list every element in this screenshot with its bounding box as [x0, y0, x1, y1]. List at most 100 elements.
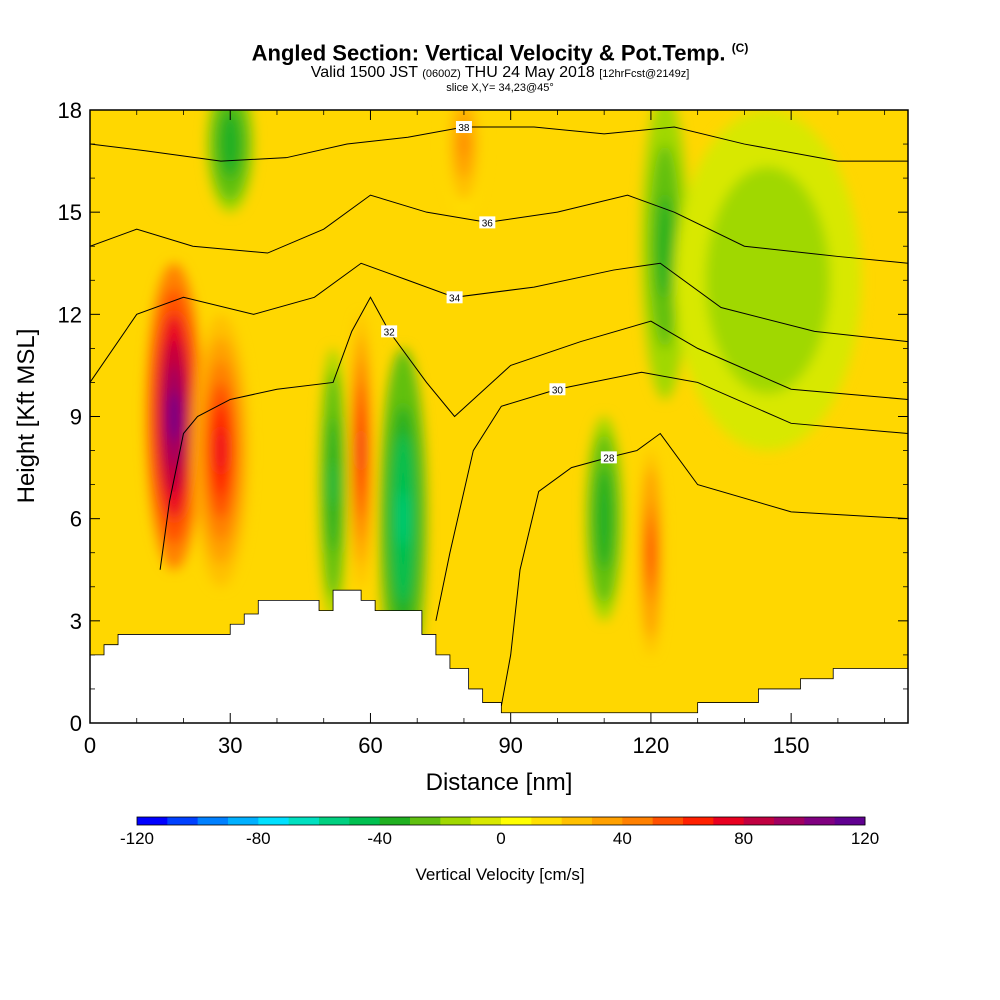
colorbar-swatch — [137, 817, 168, 825]
isentrope-label-box — [549, 383, 566, 396]
velocity-band — [399, 490, 408, 548]
velocity-cell — [206, 110, 254, 213]
colorbar-swatch — [410, 817, 441, 825]
chart-header: Angled Section: Vertical Velocity & Pot.… — [0, 36, 1000, 95]
velocity-band — [601, 501, 608, 536]
velocity-cell — [585, 416, 623, 621]
colorbar-frame — [136, 816, 866, 826]
colorbar-swatch — [834, 817, 866, 825]
velocity-cell — [674, 110, 862, 451]
velocity-cell — [641, 110, 689, 400]
colorbar-tick-label: 80 — [734, 829, 753, 848]
isentrope-label: 28 — [600, 451, 617, 464]
colorbar-swatch — [622, 817, 654, 825]
colorbar-swatch — [258, 817, 290, 825]
vertical-velocity-field — [146, 110, 862, 689]
y-tick-label: 6 — [70, 507, 82, 532]
colorbar-tick-label: -120 — [120, 829, 154, 848]
velocity-band — [359, 427, 364, 474]
colorbar-tick-label: -80 — [246, 829, 271, 848]
y-tick-label: 12 — [58, 302, 82, 327]
isentrope-label-box — [600, 451, 617, 464]
isentrope-36 — [90, 194, 908, 264]
colorbar-swatch — [592, 817, 623, 825]
isentrope-contours: 28 30 32 34 36 38 — [90, 121, 908, 707]
x-tick-label: 0 — [84, 733, 96, 758]
colorbar-tick-label: 40 — [613, 829, 632, 848]
velocity-cell — [445, 110, 483, 213]
isentrope-label-text: 32 — [384, 327, 396, 338]
y-tick-label: 0 — [70, 711, 82, 736]
velocity-cell — [192, 314, 249, 587]
velocity-band — [216, 427, 226, 474]
colorbar-swatch — [319, 817, 350, 825]
y-tick-label: 9 — [70, 405, 82, 430]
title-text: Angled Section: Vertical Velocity & Pot.… — [251, 40, 726, 66]
y-axis-title: Height [Kft MSL] — [13, 329, 40, 504]
colorbar-tick-label: -40 — [367, 829, 392, 848]
colorbar-swatch — [561, 817, 593, 825]
colorbar-swatch — [652, 817, 684, 825]
isentrope-label-box — [446, 291, 463, 304]
x-tick-label: 90 — [498, 733, 522, 758]
colorbar-swatch — [804, 817, 836, 825]
colorbar-swatch — [288, 817, 320, 825]
forecast-label: [12hrFcst@2149z] — [599, 68, 690, 81]
colorbar-tick-label: 0 — [496, 829, 505, 848]
valid-prefix: Valid 1500 JST — [310, 64, 418, 82]
velocity-band — [226, 132, 235, 156]
colorbar-swatch — [531, 817, 563, 825]
isentrope-label-box — [455, 121, 472, 134]
velocity-cell — [639, 450, 663, 655]
isentrope-label: 34 — [446, 291, 463, 304]
colorbar-swatch — [167, 817, 199, 825]
velocity-band — [460, 132, 468, 156]
velocity-cell — [379, 348, 427, 689]
colorbar-swatch — [379, 817, 411, 825]
x-tick-label: 120 — [633, 733, 670, 758]
velocity-cell — [319, 348, 348, 621]
colorbar-swatch — [349, 817, 381, 825]
colorbar-swatch — [713, 817, 745, 825]
isentrope-label-text: 38 — [458, 123, 470, 134]
isentrope-label: 30 — [549, 383, 566, 396]
slice-label: slice X,Y= 34,23@45° — [446, 82, 554, 95]
colorbar-swatch — [683, 817, 714, 825]
x-tick-label: 150 — [773, 733, 810, 758]
colorbar-swatch — [743, 817, 775, 825]
isentrope-label-box — [381, 325, 398, 338]
x-tick-label: 60 — [358, 733, 382, 758]
isentrope-label-text: 30 — [552, 385, 564, 396]
isentrope-label-text: 34 — [449, 293, 461, 304]
x-tick-label: 30 — [218, 733, 242, 758]
title-units: (C) — [731, 41, 749, 55]
y-tick-label: 18 — [58, 98, 82, 123]
colorbar-swatch — [774, 817, 805, 825]
isentrope-label: 36 — [479, 216, 496, 229]
colorbar-swatch — [470, 817, 502, 825]
valid-utc: (0600Z) — [422, 68, 461, 81]
velocity-band — [648, 535, 653, 570]
isentrope-label-text: 28 — [603, 453, 615, 464]
velocity-band — [169, 390, 179, 443]
isentrope-label: 38 — [455, 121, 472, 134]
colorbar-swatch — [440, 817, 472, 825]
velocity-cell — [349, 314, 373, 587]
velocity-band — [661, 220, 669, 272]
colorbar-title: Vertical Velocity [cm/s] — [415, 865, 584, 884]
colorbar-swatch — [501, 817, 532, 825]
colorbar-swatch — [197, 817, 229, 825]
x-axis-title: Distance [nm] — [426, 769, 573, 796]
velocity-cell — [146, 263, 203, 570]
y-tick-label: 3 — [70, 609, 82, 634]
velocity-band — [752, 251, 784, 309]
isentrope-label-box — [479, 216, 496, 229]
velocity-band — [330, 461, 336, 508]
chart-title: Angled Section: Vertical Velocity & Pot.… — [0, 36, 1000, 65]
colorbar-tick-label: 120 — [851, 829, 879, 848]
isentrope-32 — [159, 296, 908, 570]
isentrope-label: 32 — [381, 325, 398, 338]
colorbar-swatch — [228, 817, 259, 825]
